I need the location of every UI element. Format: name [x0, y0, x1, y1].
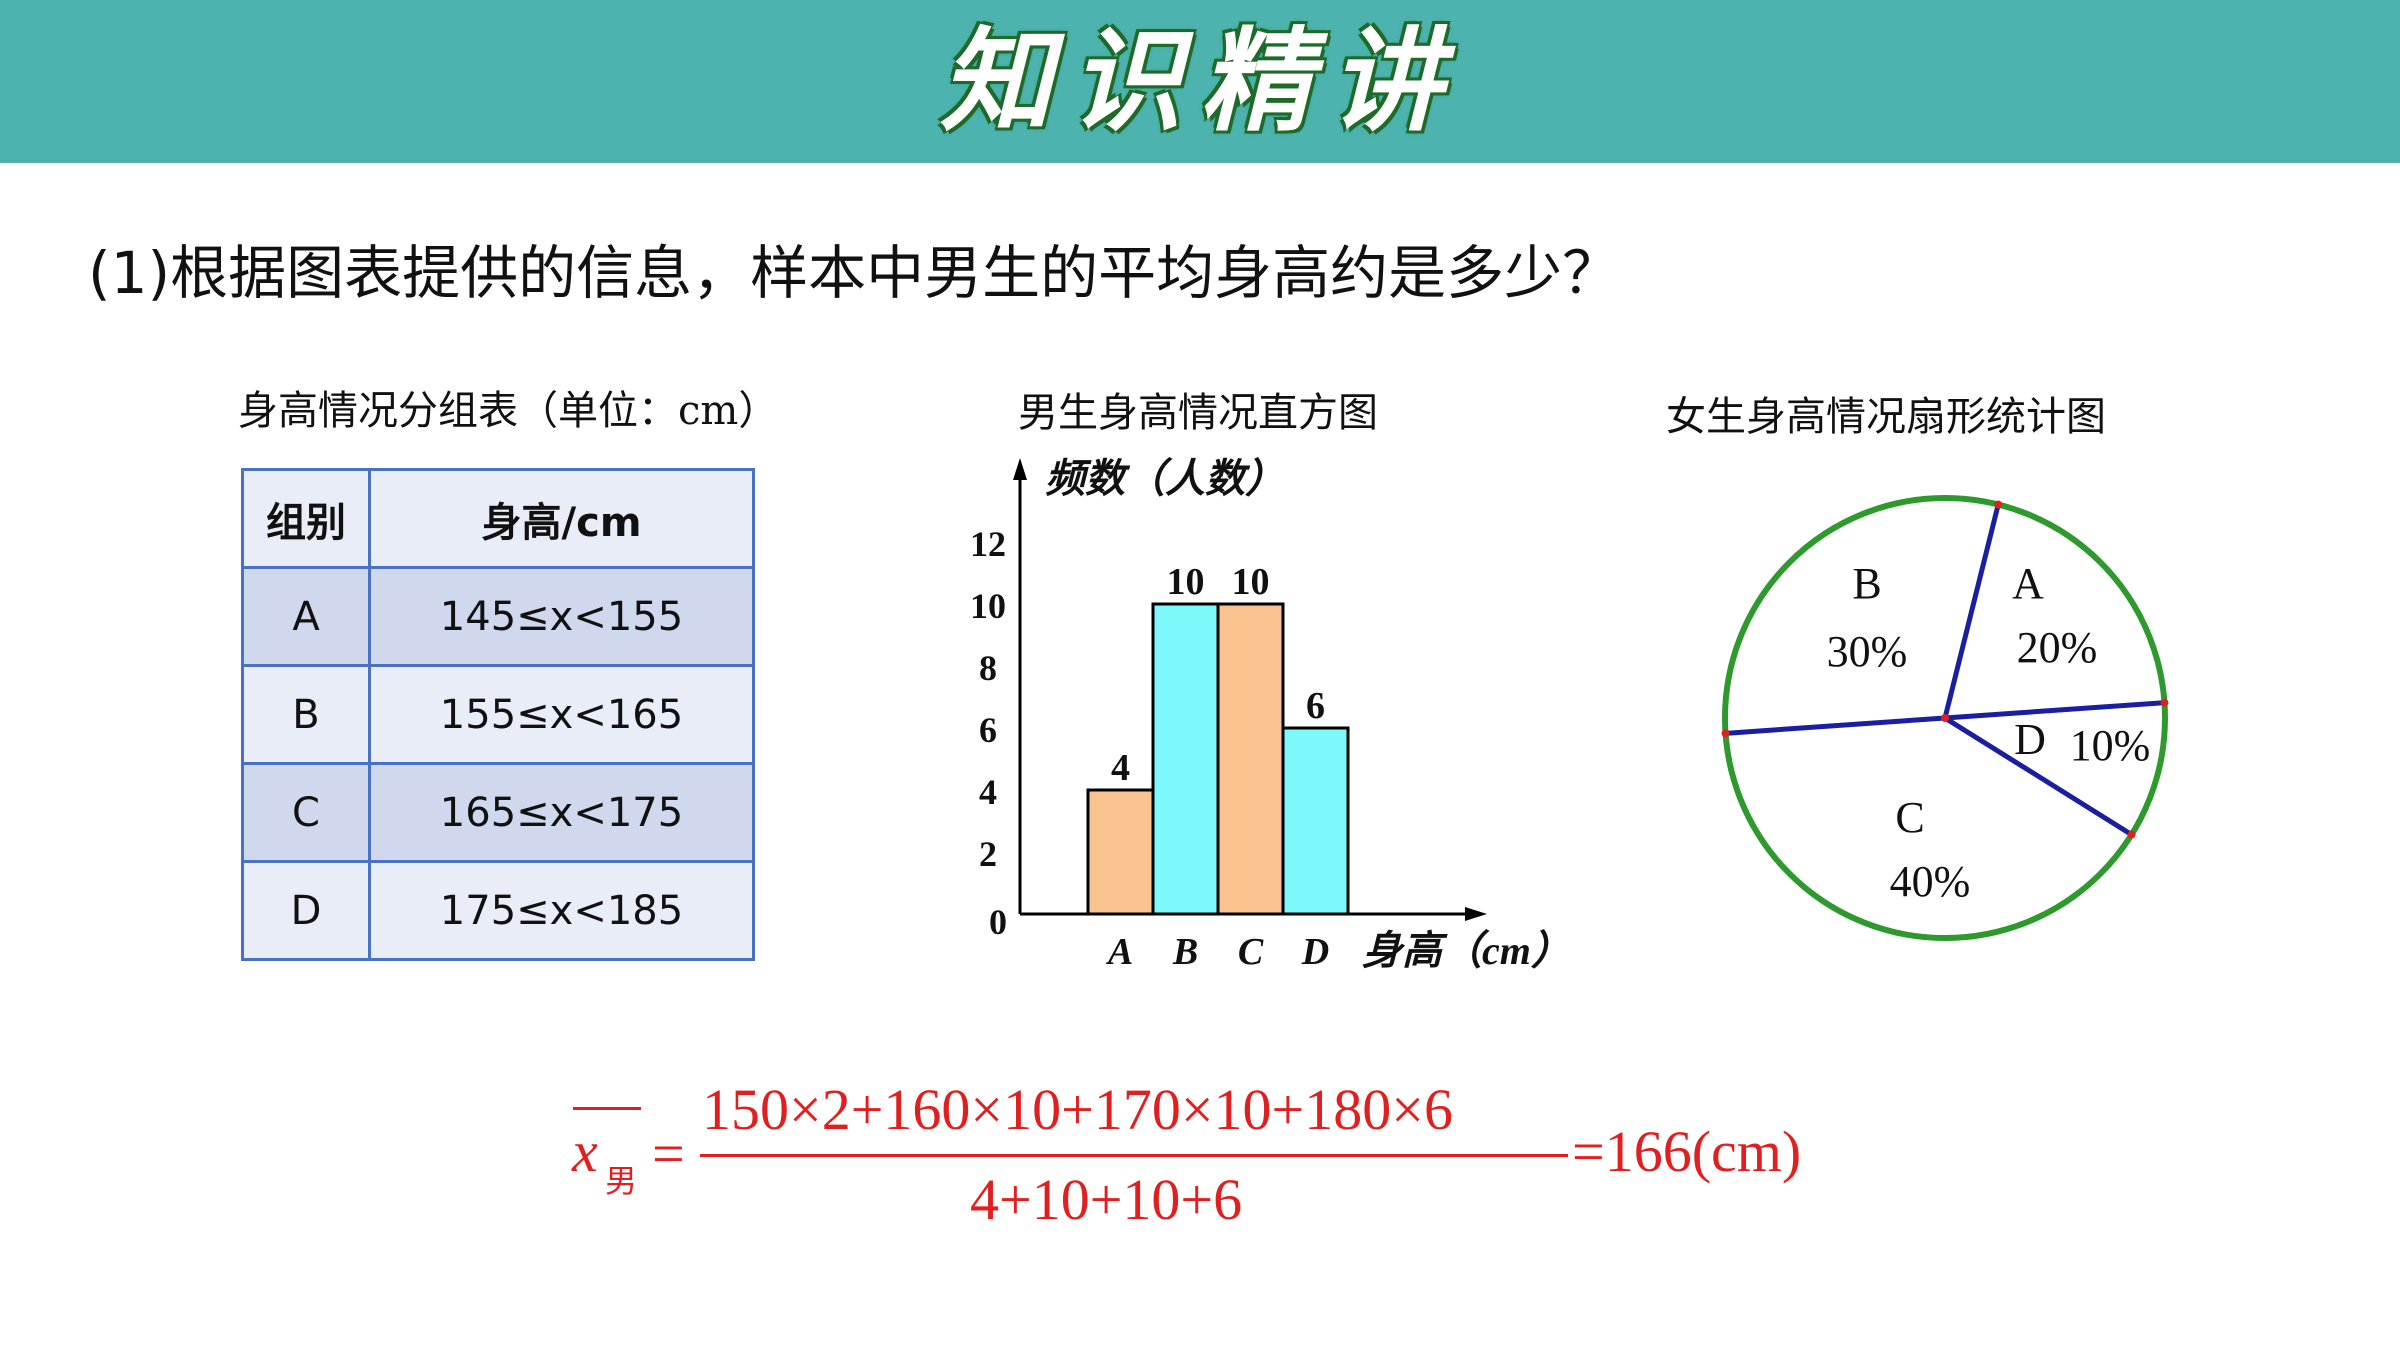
y-tick-label: 8: [979, 648, 997, 688]
histogram-title: 男生身高情况直方图: [1018, 390, 1378, 436]
table-cell: 145≤x<155: [368, 566, 755, 667]
slice-endpoint: [1721, 729, 1730, 738]
slice-endpoint: [2160, 698, 2169, 707]
table-cell: 155≤x<165: [368, 664, 755, 765]
table-row: B 155≤x<165: [241, 664, 755, 765]
x-axis-label: 身高（cm）: [1362, 928, 1571, 973]
x-tick-label: A: [1106, 931, 1133, 973]
bar: [1086, 788, 1155, 916]
y-axis-arrow: [1013, 458, 1027, 480]
histogram-chart: 频数（人数） 0 2 4 6 8 10 12 4 A 10 B 10 C 6 D 身高（cm）: [970, 456, 1571, 973]
table-header-cell: 组别: [241, 468, 371, 569]
slice-percent-label: 30%: [1827, 627, 1908, 676]
formula-fraction-bar: [700, 1154, 1568, 1157]
x-tick-label: C: [1238, 931, 1264, 973]
pie-title: 女生身高情况扇形统计图: [1666, 394, 2106, 440]
slice-divider: [1943, 715, 2133, 837]
formula-overbar: [573, 1107, 641, 1110]
bar-value-label: 6: [1306, 685, 1325, 727]
x-axis-arrow: [1465, 907, 1487, 921]
y-tick-label: 12: [970, 524, 1006, 564]
y-tick-label: 2: [979, 834, 997, 874]
x-tick-label: B: [1172, 931, 1198, 973]
slice-divider: [1725, 715, 1946, 736]
y-tick-label: 6: [979, 710, 997, 750]
table-cell: A: [241, 566, 371, 667]
slice-percent-label: 10%: [2070, 721, 2151, 770]
bar: [1151, 602, 1220, 916]
formula-subscript: 男: [605, 1162, 638, 1200]
table-cell: 175≤x<185: [368, 860, 755, 961]
pie-chart: A 20% B 30% C 40% D 10%: [1721, 495, 2169, 941]
slice-category-label: C: [1895, 793, 1924, 842]
table-cell: C: [241, 762, 371, 863]
formula-mean-bar: [573, 1107, 641, 1110]
table-cell: D: [241, 860, 371, 961]
pie-center: [1941, 714, 1949, 722]
table-row: A 145≤x<155: [241, 566, 755, 667]
question-text: (1)根据图表提供的信息，样本中男生的平均身高约是多少？: [88, 239, 1621, 307]
slice-divider: [1942, 503, 2001, 719]
table-row: C 165≤x<175: [241, 762, 755, 863]
slice-endpoint: [2127, 830, 2136, 839]
formula-equals: =: [652, 1121, 685, 1186]
table-caption: 身高情况分组表（单位：cm）: [238, 388, 779, 434]
slice-category-label: D: [2014, 715, 2046, 764]
bar-value-label: 10: [1167, 561, 1205, 603]
bar-value-label: 10: [1232, 561, 1270, 603]
slice-percent-label: 40%: [1890, 857, 1971, 906]
formula-result: =166(cm): [1572, 1119, 1802, 1184]
table-header-row: 组别 身高/cm: [241, 468, 755, 569]
slice-category-label: A: [2012, 559, 2044, 608]
y-tick-label: 4: [979, 772, 997, 812]
height-group-table: 组别 身高/cm A 145≤x<155 B 155≤x<165 C 165≤x…: [241, 468, 755, 961]
slice-endpoint: [1994, 500, 2003, 509]
table-cell: 165≤x<175: [368, 762, 755, 863]
bar-value-label: 4: [1111, 747, 1130, 789]
slice-category-label: B: [1852, 559, 1881, 608]
bar: [1216, 602, 1285, 916]
header-title: 知识精讲: [940, 16, 1460, 147]
table-header-cell: 身高/cm: [368, 468, 755, 569]
table-cell: B: [241, 664, 371, 765]
formula-variable: x: [572, 1119, 598, 1184]
y-tick-label: 0: [989, 902, 1007, 942]
y-tick-label: 10: [970, 586, 1006, 626]
x-tick-label: D: [1301, 931, 1329, 973]
formula-numerator: 150×2+160×10+170×10+180×6: [702, 1077, 1453, 1142]
formula-denominator: 4+10+10+6: [970, 1167, 1243, 1232]
header-bar: [0, 0, 2400, 163]
slice-percent-label: 20%: [2017, 623, 2098, 672]
bar: [1281, 726, 1350, 916]
y-axis-label: 频数（人数）: [1045, 456, 1285, 501]
slice-divider: [1944, 700, 2165, 721]
table-row: D 175≤x<185: [241, 860, 755, 961]
